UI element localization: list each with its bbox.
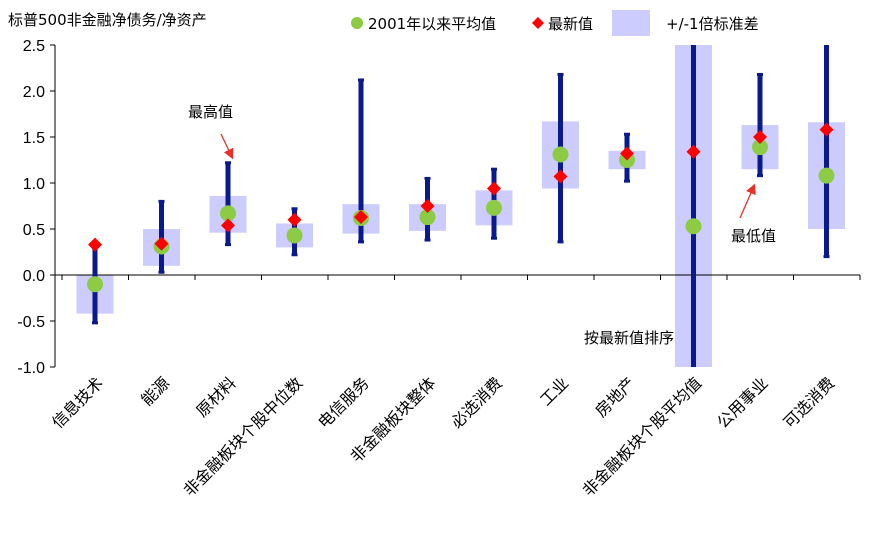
legend: 2001年以来平均值 最新值 +/-1倍标准差: [351, 10, 759, 36]
annotation-sort-note: 按最新值排序: [584, 329, 674, 347]
legend-avg-label: 2001年以来平均值: [368, 15, 496, 33]
latest-marker: [686, 144, 701, 159]
avg-marker: [552, 146, 569, 163]
latest-marker: [287, 212, 302, 227]
latest-marker: [154, 236, 169, 251]
annotation-min-label: 最低值: [731, 227, 776, 245]
category-label: 原材料: [192, 373, 239, 420]
annotation-max-arrow: [220, 133, 234, 160]
y-tick-label: -0.5: [17, 314, 45, 331]
category-label: 信息技术: [48, 373, 107, 432]
category-label: 电信服务: [314, 373, 373, 432]
legend-latest-label: 最新值: [548, 15, 593, 33]
legend-band-label: +/-1倍标准差: [666, 15, 759, 33]
annotation-max-label: 最高值: [188, 103, 233, 121]
avg-marker: [286, 227, 303, 244]
category-label: 非金融板块个股平均值: [579, 373, 706, 500]
latest-marker: [819, 122, 834, 137]
y-tick-label: 1.5: [23, 130, 45, 147]
y-tick-label: 2.5: [23, 38, 45, 55]
latest-marker: [354, 210, 368, 225]
category-label: 非金融板块个股中位数: [180, 373, 307, 500]
avg-marker: [752, 139, 768, 156]
category-label: 能源: [137, 373, 173, 409]
band-layer: [76, 45, 845, 367]
latest-marker: [88, 237, 102, 252]
latest-marker: [753, 130, 767, 144]
y-tick-label: 2.0: [23, 84, 45, 101]
category-label: 公用事业: [713, 373, 772, 432]
latest-marker: [553, 169, 568, 184]
legend-latest-marker: [532, 17, 544, 29]
y-tick-layer: 2.5 2.0 1.5 1.0 0.5 0.0 -0.5 -1.0: [17, 38, 55, 377]
latest-marker: [620, 146, 634, 161]
y-tick-label: 0.0: [23, 268, 45, 285]
avg-marker: [685, 218, 702, 235]
latest-marker: [221, 218, 235, 233]
avg-marker: [486, 199, 502, 216]
latest-marker: [487, 181, 501, 196]
latest-layer: [88, 122, 834, 252]
avg-marker: [87, 276, 103, 293]
category-label: 可选消费: [780, 373, 839, 432]
latest-marker: [420, 199, 435, 213]
category-label: 房地产: [591, 373, 638, 420]
category-label: 工业: [536, 373, 572, 409]
category-label: 必选消费: [447, 373, 506, 432]
annotation-min-arrow: [739, 183, 756, 219]
avg-marker: [220, 205, 236, 222]
y-tick-label: 1.0: [23, 176, 45, 193]
avg-marker: [419, 209, 436, 226]
y-tick-label: 0.5: [23, 222, 45, 239]
legend-band-swatch: [612, 10, 650, 36]
avg-marker: [818, 167, 835, 184]
axes-layer: [54, 45, 861, 367]
avg-layer: [87, 139, 835, 293]
range-layer: [92, 45, 830, 367]
chart-title: 标普500非金融净债务/净资产: [8, 11, 207, 29]
y-tick-label: -1.0: [17, 360, 45, 377]
legend-avg-marker: [351, 17, 363, 29]
